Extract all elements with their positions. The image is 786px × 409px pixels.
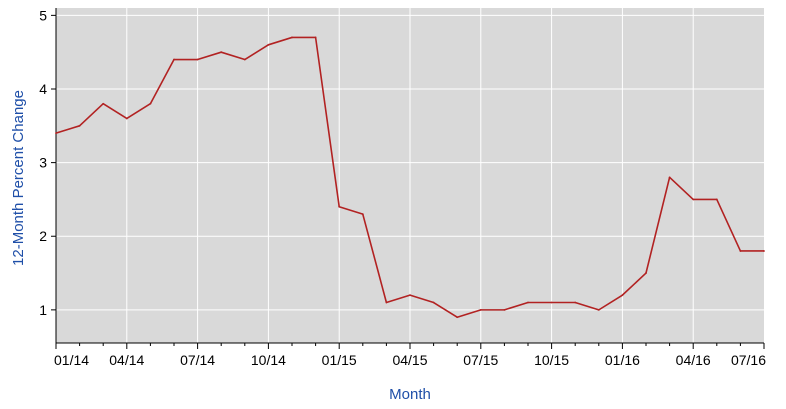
data-point [527, 301, 529, 304]
x-tick-label: 07/15 [463, 352, 498, 368]
data-point [173, 58, 175, 61]
x-tick-label: 01/16 [605, 352, 640, 368]
y-axis-title: 12-Month Percent Change [10, 90, 27, 266]
x-tick-label: 07/16 [731, 352, 766, 368]
data-point [432, 301, 435, 304]
x-axis-title: Month [389, 386, 431, 403]
data-point [597, 308, 600, 311]
data-point [503, 308, 506, 311]
data-point [692, 198, 695, 201]
data-point [574, 301, 577, 304]
data-point [149, 102, 152, 105]
data-point [550, 301, 553, 304]
data-point [243, 58, 246, 61]
y-tick-label: 4 [39, 81, 47, 97]
x-tick-label: 04/14 [109, 352, 144, 368]
data-point [220, 51, 223, 54]
y-tick-label: 1 [39, 302, 47, 318]
data-point [479, 308, 482, 311]
data-point [763, 250, 765, 252]
axis-ticks [51, 14, 765, 349]
x-tick-labels: 01/14 04/14 07/14 10/14 01/15 04/15 07/15 10/15… [54, 352, 766, 368]
data-point [267, 43, 270, 46]
series-group [55, 36, 765, 319]
x-tick-label: 01/14 [54, 352, 89, 368]
y-tick-labels: 1 2 3 4 5 [39, 7, 47, 318]
x-tick-label: 04/15 [392, 352, 427, 368]
x-tick-label: 10/14 [251, 352, 286, 368]
data-point [338, 205, 341, 208]
x-tick-label: 04/16 [676, 352, 711, 368]
data-point [78, 124, 81, 127]
x-tick-label: 10/15 [534, 352, 569, 368]
data-point [314, 36, 317, 39]
data-point [456, 316, 459, 319]
data-point [645, 272, 647, 274]
y-tick-label: 5 [39, 7, 47, 23]
grid-lines [56, 8, 764, 343]
data-point [55, 132, 57, 135]
data-point [291, 36, 293, 39]
data-point [125, 117, 128, 120]
y-tick-label: 3 [39, 155, 47, 171]
data-point [196, 58, 199, 61]
x-tick-label: 07/14 [180, 352, 215, 368]
data-point [715, 198, 718, 201]
data-point [409, 294, 411, 297]
data-point [361, 213, 364, 216]
data-point [102, 102, 105, 105]
data-point [385, 301, 388, 304]
x-tick-label: 01/15 [322, 352, 357, 368]
y-tick-label: 2 [39, 228, 47, 244]
data-point [621, 294, 624, 297]
data-point [739, 250, 742, 252]
data-point [668, 176, 671, 179]
